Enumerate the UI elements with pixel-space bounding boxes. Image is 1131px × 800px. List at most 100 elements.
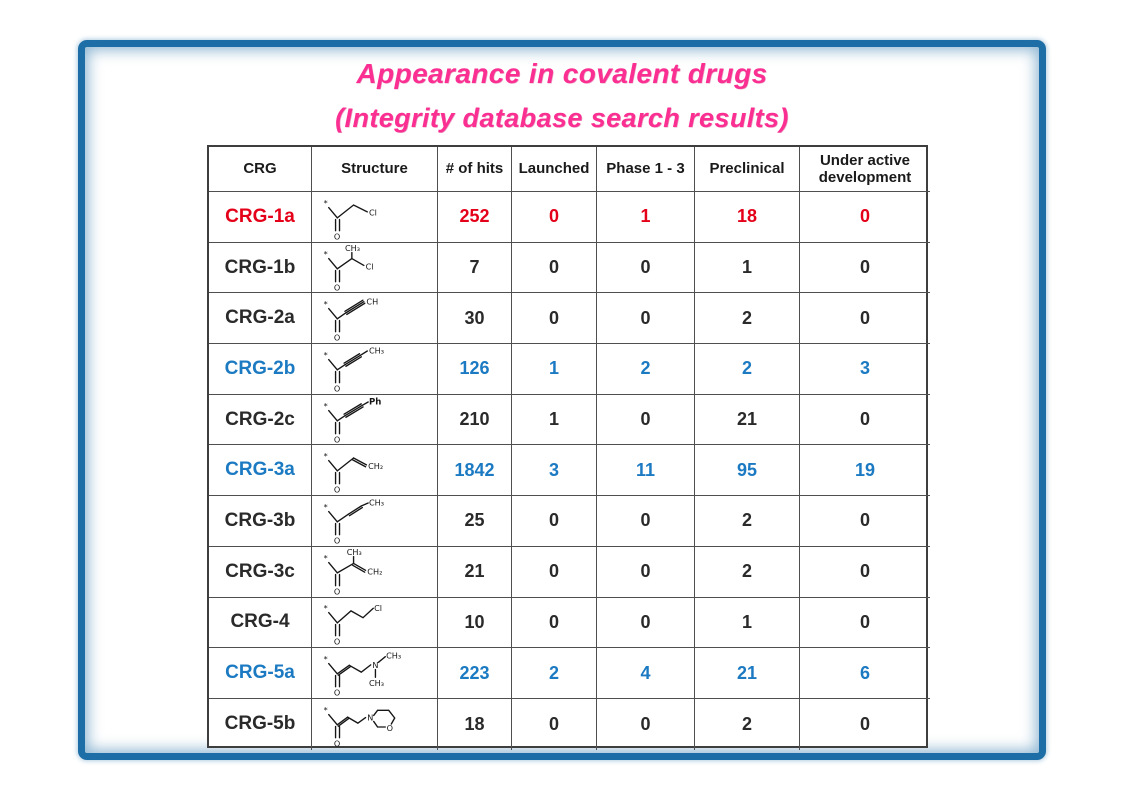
preclinical-value: 2 — [695, 344, 800, 395]
launched-value: 3 — [512, 445, 597, 497]
hits-value: 10 — [438, 597, 512, 649]
launched-value: 0 — [512, 242, 597, 294]
under-active-development-value: 0 — [800, 192, 930, 243]
hits-value: 126 — [438, 344, 512, 395]
struct-crg-2c-icon — [314, 396, 436, 444]
column-header-phase-1-3: Phase 1 - 3 — [597, 147, 695, 192]
hits-value: 252 — [438, 192, 512, 243]
slide-title-line2: (Integrity database search results) — [335, 103, 789, 133]
structure-cell — [312, 445, 438, 497]
crg-label: CRG-1b — [209, 242, 312, 294]
struct-crg-1b-icon — [314, 244, 436, 292]
structure-cell — [312, 648, 438, 699]
phase-1-3-value: 0 — [597, 293, 695, 345]
column-header-launched: Launched — [512, 147, 597, 192]
phase-1-3-value: 11 — [597, 445, 695, 497]
preclinical-value: 18 — [695, 192, 800, 243]
hits-value: 1842 — [438, 445, 512, 497]
struct-crg-3c-icon — [314, 548, 436, 596]
preclinical-value: 21 — [695, 394, 800, 446]
preclinical-value: 21 — [695, 648, 800, 699]
crg-label: CRG-5b — [209, 698, 312, 750]
crg-label: CRG-2c — [209, 394, 312, 446]
slide-frame: Appearance in covalent drugs (Integrity … — [78, 40, 1046, 760]
hits-value: 21 — [438, 546, 512, 598]
phase-1-3-value: 0 — [597, 597, 695, 649]
slide-title-line1: Appearance in covalent drugs — [356, 58, 768, 89]
phase-1-3-value: 0 — [597, 698, 695, 750]
crg-label: CRG-3b — [209, 496, 312, 547]
struct-crg-2b-icon — [314, 345, 436, 393]
structure-cell — [312, 698, 438, 750]
struct-crg-3a-icon — [314, 446, 436, 494]
under-active-development-value: 0 — [800, 243, 930, 294]
column-header-structure: Structure — [312, 147, 438, 192]
launched-value: 0 — [512, 496, 597, 547]
results-table: CRG Structure # of hits Launched Phase 1 - 3… — [207, 145, 930, 750]
crg-label: CRG-3a — [209, 445, 312, 497]
struct-crg-5b-icon — [314, 700, 436, 748]
column-header-preclinical: Preclinical — [695, 147, 800, 192]
preclinical-value: 2 — [695, 546, 800, 598]
crg-label: CRG-3c — [209, 546, 312, 598]
structure-cell — [312, 242, 438, 294]
struct-crg-4-icon — [314, 598, 436, 646]
under-active-development-value: 0 — [800, 547, 930, 598]
structure-cell — [312, 546, 438, 598]
preclinical-value: 2 — [695, 293, 800, 345]
hits-value: 7 — [438, 242, 512, 294]
under-active-development-value: 19 — [800, 445, 930, 497]
under-active-development-value: 3 — [800, 344, 930, 395]
launched-value: 0 — [512, 546, 597, 598]
structure-cell — [312, 192, 438, 243]
crg-label: CRG-2b — [209, 344, 312, 395]
launched-value: 1 — [512, 344, 597, 395]
preclinical-value: 2 — [695, 496, 800, 547]
under-active-development-value: 0 — [800, 395, 930, 446]
column-header-hits: # of hits — [438, 147, 512, 192]
preclinical-value: 1 — [695, 597, 800, 649]
struct-crg-5a-icon — [314, 649, 436, 697]
hits-value: 25 — [438, 496, 512, 547]
phase-1-3-value: 2 — [597, 344, 695, 395]
hits-value: 210 — [438, 394, 512, 446]
preclinical-value: 1 — [695, 242, 800, 294]
launched-value: 0 — [512, 192, 597, 243]
preclinical-value: 2 — [695, 698, 800, 750]
launched-value: 1 — [512, 394, 597, 446]
launched-value: 0 — [512, 698, 597, 750]
launched-value: 0 — [512, 293, 597, 345]
structure-cell — [312, 597, 438, 649]
phase-1-3-value: 0 — [597, 546, 695, 598]
launched-value: 0 — [512, 597, 597, 649]
crg-label: CRG-5a — [209, 648, 312, 699]
structure-cell — [312, 344, 438, 395]
phase-1-3-value: 0 — [597, 242, 695, 294]
under-active-development-value: 6 — [800, 648, 930, 699]
hits-value: 223 — [438, 648, 512, 699]
launched-value: 2 — [512, 648, 597, 699]
phase-1-3-value: 4 — [597, 648, 695, 699]
crg-label: CRG-1a — [209, 192, 312, 243]
crg-label: CRG-4 — [209, 597, 312, 649]
preclinical-value: 95 — [695, 445, 800, 497]
under-active-development-value: 0 — [859, 713, 870, 734]
phase-1-3-value: 1 — [597, 192, 695, 243]
struct-crg-2a-icon — [314, 294, 436, 342]
under-active-development-value: 0 — [800, 293, 930, 345]
column-header-under-active-development: Under active development — [800, 147, 930, 192]
structure-cell — [312, 293, 438, 345]
under-active-development-value: 0 — [800, 496, 930, 547]
under-active-development-value: 0 — [800, 598, 930, 649]
structure-cell — [312, 496, 438, 547]
phase-1-3-value: 0 — [597, 496, 695, 547]
column-header-crg: CRG — [209, 147, 312, 192]
hits-value: 18 — [438, 698, 512, 750]
struct-crg-1a-icon — [314, 193, 436, 241]
structure-cell — [312, 394, 438, 446]
hits-value: 30 — [438, 293, 512, 345]
crg-label: CRG-2a — [209, 293, 312, 345]
phase-1-3-value: 0 — [597, 394, 695, 446]
struct-crg-3b-icon — [314, 497, 436, 545]
